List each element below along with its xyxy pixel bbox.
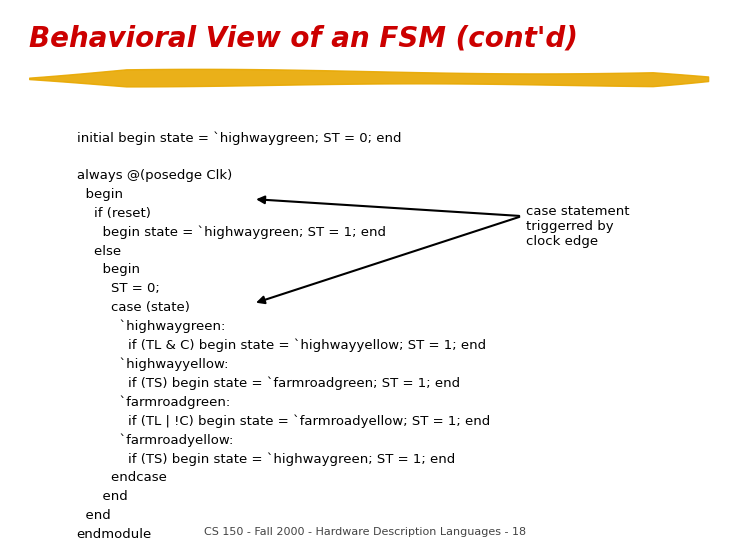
Text: endcase: endcase [77, 471, 166, 484]
Text: begin: begin [77, 264, 139, 276]
Text: Behavioral View of an FSM (cont'd): Behavioral View of an FSM (cont'd) [29, 25, 578, 53]
Text: `farmroadyellow:: `farmroadyellow: [77, 433, 233, 447]
Text: end: end [77, 509, 110, 522]
Text: else: else [77, 245, 120, 258]
Text: if (TS) begin state = `farmroadgreen; ST = 1; end: if (TS) begin state = `farmroadgreen; ST… [77, 376, 460, 390]
Text: `farmroadgreen:: `farmroadgreen: [77, 395, 230, 409]
Text: if (reset): if (reset) [77, 207, 150, 220]
Text: end: end [77, 490, 128, 503]
Text: `highwayyellow:: `highwayyellow: [77, 358, 228, 371]
Text: begin: begin [77, 188, 123, 201]
Text: initial begin state = `highwaygreen; ST = 0; end: initial begin state = `highwaygreen; ST … [77, 131, 402, 145]
Text: CS 150 - Fall 2000 - Hardware Description Languages - 18: CS 150 - Fall 2000 - Hardware Descriptio… [204, 527, 526, 537]
Text: always @(posedge Clk): always @(posedge Clk) [77, 169, 232, 182]
Text: begin state = `highwaygreen; ST = 1; end: begin state = `highwaygreen; ST = 1; end [77, 225, 385, 239]
Text: if (TL & C) begin state = `highwayyellow; ST = 1; end: if (TL & C) begin state = `highwayyellow… [77, 339, 485, 352]
Text: case statement
triggerred by
clock edge: case statement triggerred by clock edge [526, 205, 629, 248]
Text: endmodule: endmodule [77, 527, 152, 540]
Text: if (TS) begin state = `highwaygreen; ST = 1; end: if (TS) begin state = `highwaygreen; ST … [77, 452, 455, 465]
Text: case (state): case (state) [77, 301, 190, 314]
Text: `highwaygreen:: `highwaygreen: [77, 320, 225, 334]
Text: ST = 0;: ST = 0; [77, 282, 159, 295]
Text: if (TL | !C) begin state = `farmroadyellow; ST = 1; end: if (TL | !C) begin state = `farmroadyell… [77, 415, 490, 428]
